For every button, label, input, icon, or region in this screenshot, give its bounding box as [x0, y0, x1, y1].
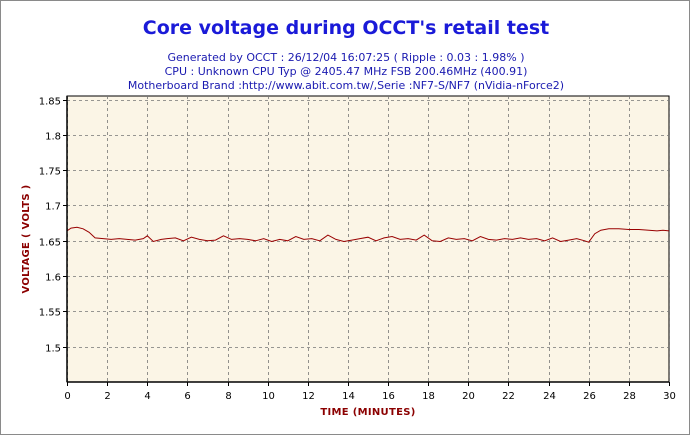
x-tick-label: 14 — [342, 391, 355, 402]
x-tick-label: 4 — [144, 391, 150, 402]
x-tick-label: 10 — [262, 391, 275, 402]
x-tick-label: 18 — [422, 391, 435, 402]
x-tick-label: 6 — [184, 391, 190, 402]
voltage-series-line — [66, 226, 670, 243]
y-tick-label: 1.85 — [39, 97, 61, 108]
x-tick-label: 8 — [225, 391, 231, 402]
x-tick-label: 30 — [663, 391, 676, 402]
subtitle-generated: Generated by OCCT : 26/12/04 16:07:25 ( … — [167, 51, 525, 64]
x-tick-label: 26 — [583, 391, 596, 402]
subtitle-motherboard: Motherboard Brand :http://www.abit.com.t… — [127, 79, 565, 92]
x-tick-label: 2 — [104, 391, 110, 402]
y-tick-label: 1.7 — [45, 202, 61, 213]
x-tick-label: 22 — [502, 391, 515, 402]
x-tick-label: 20 — [462, 391, 475, 402]
subtitle-cpu: CPU : Unknown CPU Typ @ 2405.47 MHz FSB … — [164, 65, 528, 78]
y-axis-label: VOLTAGE ( VOLTS ) — [21, 184, 32, 293]
y-tick-label: 1.5 — [45, 344, 61, 355]
x-ticks: 0 2 4 6 8 10 12 14 16 18 20 22 24 26 28 30 — [64, 382, 676, 402]
x-axis-label: TIME (MINUTES) — [320, 407, 415, 418]
y-tick-label: 1.8 — [45, 132, 61, 143]
x-tick-label: 24 — [543, 391, 556, 402]
y-ticks: 1.5 1.55 1.6 1.65 1.7 1.75 1.8 1.85 — [39, 97, 67, 355]
x-tick-label: 12 — [302, 391, 315, 402]
x-tick-label: 0 — [64, 391, 70, 402]
grid — [67, 96, 670, 382]
x-tick-label: 28 — [623, 391, 636, 402]
x-tick-label: 16 — [382, 391, 395, 402]
y-tick-label: 1.6 — [45, 273, 61, 284]
y-tick-label: 1.75 — [39, 167, 61, 178]
y-tick-label: 1.65 — [39, 238, 61, 249]
chart-title: Core voltage during OCCT's retail test — [142, 17, 550, 39]
y-tick-label: 1.55 — [39, 308, 61, 319]
